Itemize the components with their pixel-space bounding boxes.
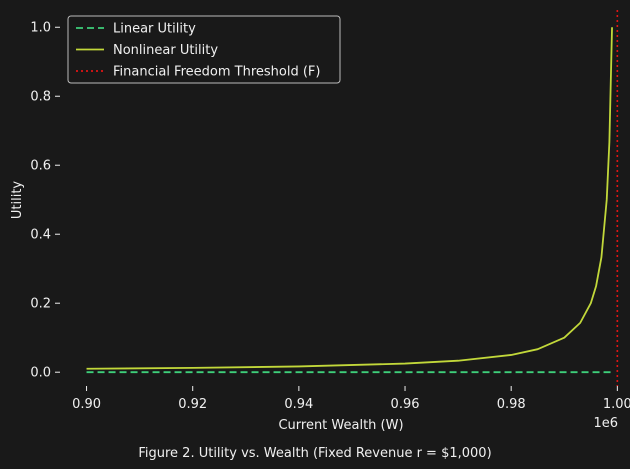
legend-label-nonlinear-utility: Nonlinear Utility: [113, 43, 218, 58]
x-tick-label: 0.98: [497, 397, 526, 412]
x-tick-label: 0.96: [391, 397, 420, 412]
y-tick-label: 0.8: [30, 90, 51, 105]
y-tick-label: 0.4: [30, 228, 51, 243]
x-axis-label: Current Wealth (W): [278, 418, 403, 433]
x-tick-label: 1.00: [603, 397, 630, 412]
legend-label-financial-freedom-threshold-f: Financial Freedom Threshold (F): [113, 65, 320, 80]
x-tick-label: 0.90: [72, 397, 101, 412]
plot-lines: [86, 10, 619, 386]
y-tick-label: 0.2: [30, 297, 51, 312]
y-tick-label: 0.6: [30, 159, 51, 174]
nonlinear-utility-line: [86, 27, 613, 370]
figure-caption: Figure 2. Utility vs. Wealth (Fixed Reve…: [138, 446, 491, 461]
legend: Linear Utility Nonlinear Utility Financial…: [67, 15, 341, 84]
y-axis-ticks: 0.0 0.2 0.4 0.6 0.8 1.0: [30, 21, 60, 381]
x-axis-scale-label: 1e6: [593, 416, 618, 431]
legend-label-linear-utility: Linear Utility: [113, 22, 196, 37]
legend-box: [67, 15, 341, 84]
x-tick-label: 0.92: [178, 397, 207, 412]
y-tick-label: 1.0: [30, 21, 51, 36]
x-axis-ticks: 0.90 0.92 0.94 0.96 0.98 1.00: [72, 386, 630, 412]
y-axis-label: Utility: [10, 181, 25, 220]
y-tick-label: 0.0: [30, 366, 51, 381]
x-tick-label: 0.94: [284, 397, 313, 412]
